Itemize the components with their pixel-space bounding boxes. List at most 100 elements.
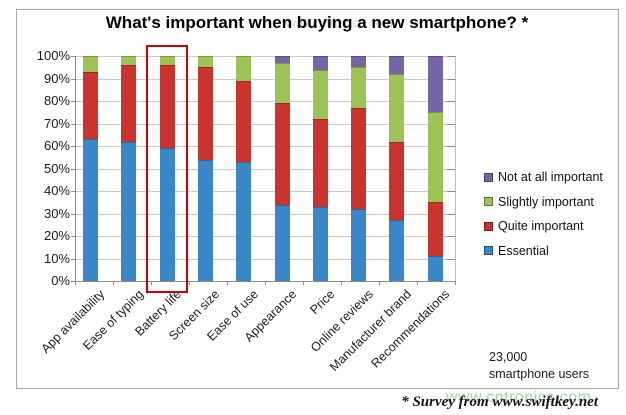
legend-item-slightly-important: Slightly important: [484, 195, 594, 209]
y-axis-tick: [71, 281, 75, 282]
y-axis-tick: [71, 213, 75, 215]
bar-appearance-not-at-all-important: [274, 56, 290, 63]
y-axis-tick-right: [447, 123, 455, 125]
y-axis-tick-right: [447, 191, 455, 192]
gridline-30: [75, 213, 455, 215]
y-axis-label-30: 30%: [43, 205, 70, 221]
x-axis-tick: [227, 281, 228, 285]
bar-manufacturer-brand-quite-important: [389, 141, 405, 221]
bar-appearance-essential: [274, 204, 290, 281]
sample-size-line2: smartphone users: [489, 367, 590, 381]
x-axis-tick: [455, 281, 456, 285]
bar-recommendations-essential: [427, 256, 443, 281]
highlight-box: [146, 45, 189, 293]
gridline-40: [75, 191, 455, 192]
bar-ease-of-use-essential: [236, 161, 252, 281]
y-axis-label-70: 70%: [43, 115, 70, 131]
legend-item-quite-important: Quite important: [484, 219, 583, 233]
bar-price-quite-important: [312, 119, 328, 207]
legend-label: Essential: [498, 243, 549, 258]
bar-recommendations-slightly-important: [427, 112, 443, 203]
legend-label: Quite important: [498, 219, 584, 233]
y-axis-tick-right: [447, 281, 455, 282]
x-axis-tick: [379, 281, 380, 285]
bar-screen-size-essential: [197, 159, 213, 281]
y-axis-line: [75, 56, 76, 281]
y-axis-tick: [71, 123, 75, 125]
footer-watermark: www.cntronics.com: [446, 389, 592, 406]
y-axis-label-90: 90%: [43, 70, 70, 86]
y-axis-tick: [71, 146, 75, 147]
gridline-50: [75, 168, 455, 170]
x-axis-tick: [265, 281, 266, 285]
bar-online-reviews-not-at-all-important: [351, 56, 367, 68]
bar-manufacturer-brand-not-at-all-important: [389, 56, 405, 74]
y-axis-label-10: 10%: [43, 250, 70, 266]
bar-appearance-quite-important: [274, 103, 290, 205]
gridline-20: [75, 236, 455, 237]
x-axis-tick: [151, 281, 152, 285]
plot-right-border: [455, 56, 456, 281]
y-axis-tick-right: [447, 78, 455, 80]
y-axis-tick: [71, 258, 75, 260]
gridline-90: [75, 78, 455, 80]
title-watermark: www.cntronics.com: [282, 16, 394, 30]
legend-item-not-at-all-important: Not at all important: [484, 170, 603, 184]
bar-ease-of-use-slightly-important: [236, 56, 252, 81]
bar-online-reviews-slightly-important: [351, 67, 367, 108]
legend-label: Slightly important: [498, 194, 594, 209]
y-axis-tick: [71, 101, 75, 102]
bar-battery-life-essential: [159, 148, 175, 281]
sample-size-line1: 23,000: [489, 350, 528, 364]
x-axis-tick: [189, 281, 190, 285]
x-axis-tick: [417, 281, 418, 285]
legend-item-essential: Essential: [484, 244, 549, 258]
y-axis-label-40: 40%: [43, 183, 70, 198]
y-axis-tick-right: [447, 56, 455, 57]
y-axis-tick-right: [447, 236, 455, 237]
bar-price-essential: [312, 206, 328, 281]
bar-ease-of-typing-quite-important: [121, 65, 137, 142]
essential-swatch: [484, 246, 493, 255]
x-axis-tick: [341, 281, 342, 285]
quite-important-swatch: [484, 221, 493, 231]
bar-app-availability-quite-important: [83, 71, 98, 140]
y-axis-tick: [71, 236, 75, 237]
y-axis-tick-right: [447, 101, 455, 102]
x-axis-tick: [75, 281, 76, 285]
not-at-all-important-swatch: [484, 172, 493, 182]
y-axis-label-0: 0%: [51, 273, 70, 288]
chart-title: What's important when buying a new smart…: [105, 13, 529, 32]
bar-manufacturer-brand-slightly-important: [389, 74, 405, 142]
bar-app-availability-essential: [83, 139, 98, 281]
bar-online-reviews-essential: [351, 209, 367, 281]
gridline-100: [75, 56, 455, 57]
y-axis-label-80: 80%: [43, 93, 70, 108]
y-axis-label-50: 50%: [43, 160, 70, 176]
x-axis-tick: [113, 281, 114, 285]
gridline-60: [75, 146, 455, 147]
y-axis-label-60: 60%: [43, 138, 70, 153]
bar-appearance-slightly-important: [274, 62, 290, 104]
bar-recommendations-quite-important: [427, 202, 443, 257]
y-axis-tick: [71, 168, 75, 170]
legend-label: Not at all important: [498, 170, 603, 184]
bar-price-not-at-all-important: [312, 56, 328, 70]
y-axis-tick: [71, 78, 75, 80]
y-axis-tick-right: [447, 168, 455, 170]
gridline-10: [75, 258, 455, 260]
bar-recommendations-not-at-all-important: [427, 56, 443, 113]
bar-ease-of-typing-essential: [121, 141, 137, 281]
y-axis-tick: [71, 191, 75, 192]
bar-screen-size-quite-important: [197, 67, 213, 160]
bar-price-slightly-important: [312, 69, 328, 119]
y-axis-tick-right: [447, 213, 455, 215]
bar-app-availability-slightly-important: [83, 56, 98, 72]
survey-source-note: * Survey from www.swiftkey.net: [401, 394, 598, 410]
gridline-70: [75, 123, 455, 125]
y-axis-label-20: 20%: [43, 228, 70, 243]
bar-online-reviews-quite-important: [351, 107, 367, 209]
y-axis-tick-right: [447, 258, 455, 260]
bar-battery-life-slightly-important: [159, 56, 175, 65]
